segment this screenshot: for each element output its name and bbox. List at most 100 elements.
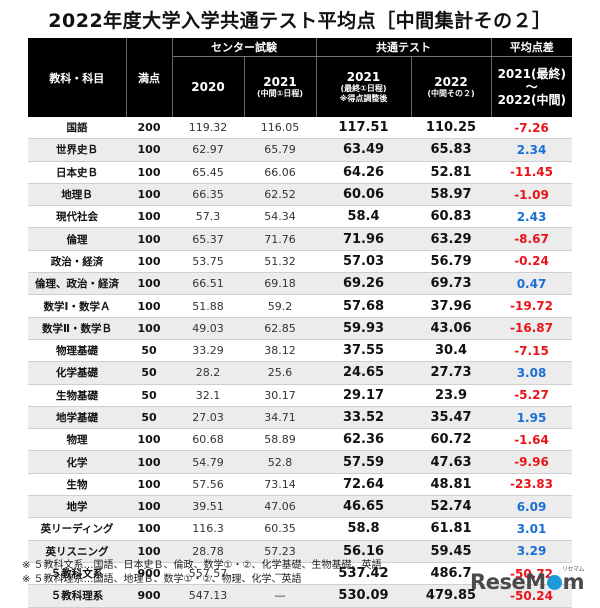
center-2021-cell: 58.89 [244, 428, 316, 452]
header-2022: 2022 (中間その２) [411, 56, 492, 117]
subject-cell: 生物基礎 [28, 384, 126, 407]
max-score-cell: 50 [126, 361, 172, 385]
common-2021-cell: 117.51 [316, 117, 411, 140]
center-2021-cell: 25.6 [244, 361, 316, 385]
subject-cell: 数学Ⅱ・数学Ｂ [28, 317, 126, 340]
table-row: 地学基礎 50 27.03 34.71 33.52 35.47 1.95 [28, 406, 572, 430]
max-score-cell: 100 [126, 317, 172, 340]
center-2021-cell: 34.71 [244, 406, 316, 430]
subject-cell: 倫理 [28, 227, 126, 251]
subject-cell: ５教科文系 [28, 562, 126, 586]
center-2021-cell: 51.32 [244, 250, 316, 274]
table-row: 化学 100 54.79 52.8 57.59 47.63 -9.96 [28, 450, 572, 474]
common-2022-cell: 65.83 [411, 138, 491, 162]
common-2022-cell: 23.9 [411, 384, 491, 407]
center-2021-cell: 47.06 [244, 495, 316, 519]
common-2022-cell: 47.63 [411, 450, 491, 474]
score-diff-cell: -8.67 [491, 227, 572, 251]
max-score-cell: 900 [126, 562, 172, 586]
center-2020-cell: 28.2 [172, 361, 244, 385]
table-row: 数学Ⅱ・数学Ｂ 100 49.03 62.85 59.93 43.06 -16.87 [28, 317, 572, 340]
center-2021-cell: 73.14 [244, 473, 316, 497]
common-2021-cell: 57.68 [316, 294, 411, 318]
center-2020-cell: 66.51 [172, 272, 244, 296]
subject-cell: 倫理、政治・経済 [28, 272, 126, 296]
table-row: 現代社会 100 57.3 54.34 58.4 60.83 2.43 [28, 205, 572, 229]
center-2020-cell: 54.79 [172, 450, 244, 474]
common-2021-cell: 29.17 [316, 384, 411, 407]
max-score-cell: 100 [126, 227, 172, 251]
max-score-cell: 100 [126, 495, 172, 519]
subject-cell: ５教科理系 [28, 584, 126, 608]
subject-cell: 英リーディング [28, 517, 126, 541]
center-2020-cell: 57.56 [172, 473, 244, 497]
page-title: 2022年度大学入学共通テスト平均点［中間集計その２］ [48, 10, 552, 32]
common-2021-cell: 56.16 [316, 540, 411, 563]
subject-cell: 生物 [28, 473, 126, 497]
common-2022-cell: 69.73 [411, 272, 491, 296]
common-2022-cell: 60.83 [411, 205, 491, 229]
table-row: 英リーディング 100 116.3 60.35 58.8 61.81 3.01 [28, 517, 572, 541]
common-2022-cell: 30.4 [411, 339, 491, 363]
center-2020-cell: 49.03 [172, 317, 244, 340]
score-diff-cell: 2.43 [491, 205, 572, 229]
table-row: 化学基礎 50 28.2 25.6 24.65 27.73 3.08 [28, 361, 572, 385]
center-2021-cell: 66.06 [244, 161, 316, 184]
subject-cell: 数学Ⅰ・数学Ａ [28, 294, 126, 318]
table-row: 倫理、政治・経済 100 66.51 69.18 69.26 69.73 0.47 [28, 272, 572, 296]
header-2021-center: 2021 (中間①日程) [244, 56, 317, 117]
center-2021-cell: 65.79 [244, 138, 316, 162]
center-2021-cell: 30.17 [244, 384, 316, 407]
table-row: ５教科文系 900 557.57—537.42 486.7 -50.72 [28, 562, 572, 586]
common-2021-cell: 57.03 [316, 250, 411, 274]
common-2022-cell: 35.47 [411, 406, 491, 430]
score-diff-cell: 3.01 [491, 517, 572, 541]
header-common-group: 共通テスト [316, 38, 492, 57]
center-2020-cell: 53.75 [172, 250, 244, 274]
max-score-cell: 50 [126, 384, 172, 407]
table-row: 英リスニング 100 28.78 57.23 56.16 59.45 3.29 [28, 540, 572, 563]
header-center-group: センター試験 [172, 38, 317, 57]
table-row: 倫理 100 65.37 71.76 71.96 63.29 -8.67 [28, 227, 572, 251]
footnote-bunkei: ※ ５教科文系…国語、日本史Ｂ、倫政、数学①・②、化学基礎、生物基礎、英語 [22, 560, 382, 571]
center-2021-cell: — [244, 584, 316, 608]
max-score-cell: 100 [126, 428, 172, 452]
common-2021-cell: 537.42 [316, 562, 411, 586]
subject-cell: 日本史Ｂ [28, 161, 126, 184]
max-score-cell: 100 [126, 473, 172, 497]
average-score-table: 教科・科目 満点 センター試験 共通テスト 平均点差 2020 2021 (中間… [28, 38, 572, 608]
center-2021-cell: 57.23 [244, 540, 316, 563]
table-row: 国語 200 119.32 116.05 117.51 110.25 -7.26 [28, 117, 572, 140]
table-row: 生物 100 57.56 73.14 72.64 48.81 -23.83 [28, 473, 572, 497]
common-2021-cell: 33.52 [316, 406, 411, 430]
max-score-cell: 50 [126, 339, 172, 363]
center-2021-cell: 62.85 [244, 317, 316, 340]
resemom-logo: ReseM m リセマム [470, 566, 584, 594]
table-row: 地学 100 39.51 47.06 46.65 52.74 6.09 [28, 495, 572, 519]
header-2020: 2020 [172, 56, 245, 117]
common-2022-cell: 48.81 [411, 473, 491, 497]
center-2021-cell: 71.76 [244, 227, 316, 251]
common-2021-cell: 58.8 [316, 517, 411, 541]
center-2021-cell: 116.05 [244, 117, 316, 140]
score-diff-cell: -23.83 [491, 473, 572, 497]
footnote-rikei: ※ ５教科理系…国語、地理Ｂ、数学①・②、物理、化学、英語 [22, 574, 302, 585]
subject-cell: 地理Ｂ [28, 183, 126, 207]
score-diff-cell: 3.29 [491, 540, 572, 563]
max-score-cell: 100 [126, 294, 172, 318]
center-2020-cell: 28.78 [172, 540, 244, 563]
common-2022-cell: 43.06 [411, 317, 491, 340]
subject-cell: 英リスニング [28, 540, 126, 563]
max-score-cell: 100 [126, 205, 172, 229]
footnotes: ※ ５教科文系…国語、日本史Ｂ、倫政、数学①・②、化学基礎、生物基礎、英語 ※ … [22, 559, 382, 587]
subject-cell: 物理基礎 [28, 339, 126, 363]
score-diff-cell: -7.26 [491, 117, 572, 140]
common-2021-cell: 60.06 [316, 183, 411, 207]
max-score-cell: 100 [126, 517, 172, 541]
common-2022-cell: 60.72 [411, 428, 491, 452]
score-diff-cell: -5.27 [491, 384, 572, 407]
max-score-cell: 100 [126, 250, 172, 274]
common-2022-cell: 110.25 [411, 117, 491, 140]
table-row: 政治・経済 100 53.75 51.32 57.03 56.79 -0.24 [28, 250, 572, 274]
common-2021-cell: 37.55 [316, 339, 411, 363]
